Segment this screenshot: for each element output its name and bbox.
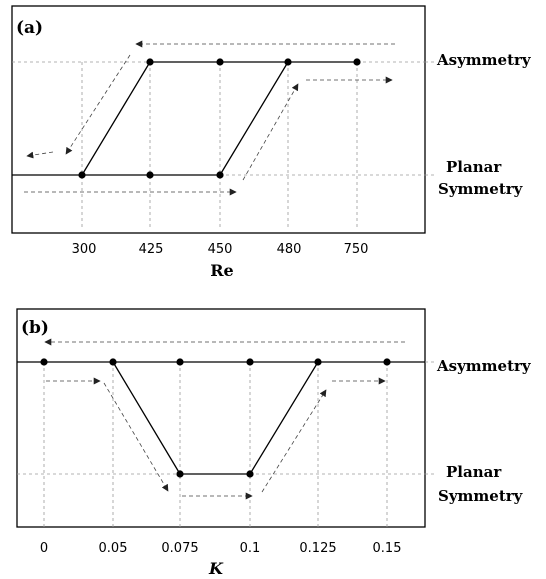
point-b-015-asymmetry: [383, 358, 391, 366]
panel-a-tag: (a): [16, 18, 43, 38]
point-a-300-symmetry: [78, 171, 86, 179]
point-a-425-symmetry: [146, 171, 154, 179]
panel-a-state-symmetry: Symmetry: [438, 180, 524, 198]
panel-a-guides: [12, 61, 436, 228]
tick-label: 0.15: [373, 541, 402, 556]
point-a-450-asymmetry: [216, 58, 224, 66]
panel-a-ticks: 300 425 450 480 750: [72, 242, 369, 257]
tick-label: 0: [40, 541, 48, 556]
arrow-b-ascend: [261, 389, 327, 493]
tick-label: 750: [344, 242, 369, 257]
point-b-0125-asymmetry: [314, 358, 322, 366]
panel-b-points: [40, 358, 391, 478]
tick-label: 0.125: [299, 541, 336, 556]
point-b-01-symmetry: [246, 470, 254, 478]
panel-a-xlabel: Re: [210, 261, 233, 280]
panel-b-state-asymmetry: Asymmetry: [436, 357, 532, 375]
point-a-425-asymmetry: [146, 58, 154, 66]
point-b-0075-symmetry: [176, 470, 184, 478]
panel-a-frame: [11, 5, 426, 234]
tick-label: 0.075: [161, 541, 198, 556]
arrow-drop-left: [65, 54, 131, 155]
panel-a-points: [78, 58, 361, 179]
point-a-450-symmetry: [216, 171, 224, 179]
panel-a-arrows: [24, 40, 395, 196]
panel-b-tag: (b): [21, 318, 49, 338]
point-b-0075-asymmetry: [176, 358, 184, 366]
tick-label: 0.05: [99, 541, 128, 556]
tick-label: 425: [139, 242, 164, 257]
panel-b-guides: [17, 361, 436, 527]
point-a-480-asymmetry: [284, 58, 292, 66]
arrow-jump-up: [242, 83, 299, 181]
panel-a-loop: [12, 61, 357, 176]
panel-b-ticks: 0 0.05 0.075 0.1 0.125 0.15: [40, 541, 402, 556]
point-a-750-asymmetry: [353, 58, 361, 66]
panel-a: (a): [11, 5, 532, 280]
point-b-0-asymmetry: [40, 358, 48, 366]
tick-label: 450: [208, 242, 233, 257]
panel-b-state-symmetry: Symmetry: [438, 487, 524, 505]
panel-b: (b): [16, 308, 532, 578]
point-b-01-asymmetry: [246, 358, 254, 366]
panel-b-loop: [17, 361, 425, 475]
arrow-exit-left: [26, 151, 54, 159]
tick-label: 0.1: [240, 541, 261, 556]
panel-b-arrows: [44, 338, 405, 500]
panel-b-frame: [16, 308, 426, 528]
panel-b-state-planar: Planar: [446, 463, 502, 481]
panel-a-state-asymmetry: Asymmetry: [436, 51, 532, 69]
panel-a-state-planar: Planar: [446, 158, 502, 176]
tick-label: 480: [277, 242, 302, 257]
tick-label: 300: [72, 242, 97, 257]
point-b-005-asymmetry: [109, 358, 117, 366]
panel-b-xlabel: K: [208, 559, 224, 578]
